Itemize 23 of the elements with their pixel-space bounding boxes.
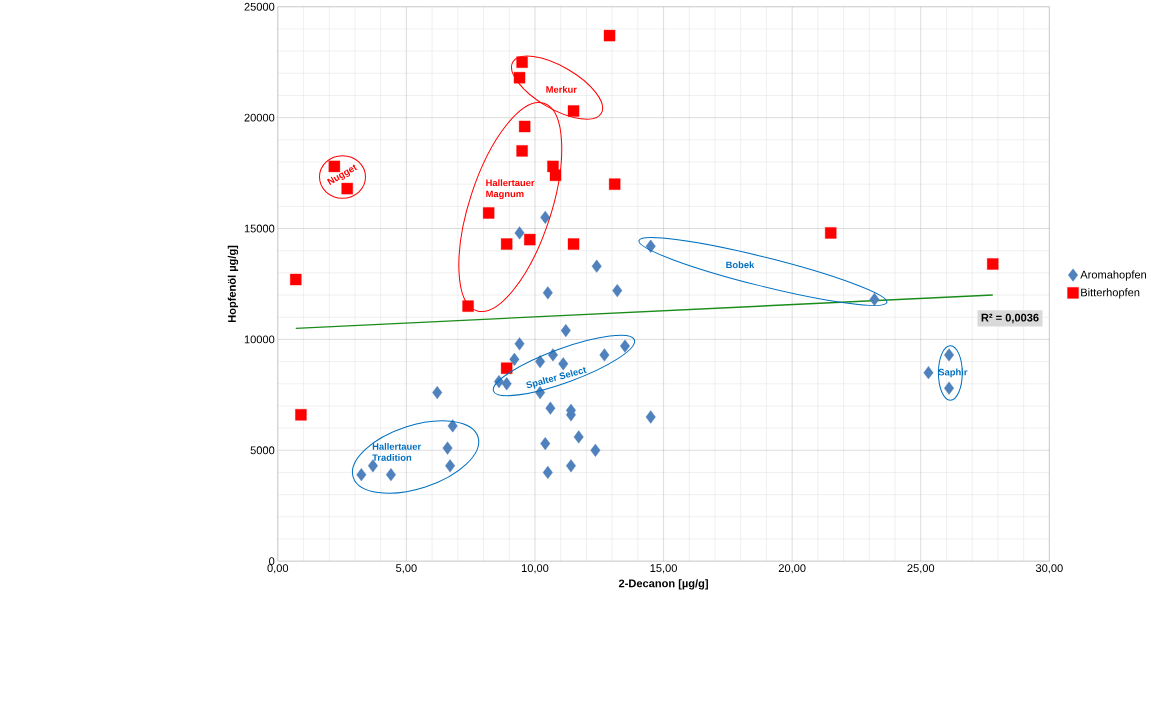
y-tick-label: 10000 (244, 335, 275, 344)
y-tick-label: 0 (269, 557, 275, 565)
x-tick-label: 25,00 (907, 563, 935, 574)
legend-label: Aromahopfen (1080, 270, 1147, 281)
y-tick-label: 20000 (244, 113, 275, 122)
x-tick-label: 5,00 (396, 563, 417, 574)
y-tick-label: 15000 (244, 224, 275, 233)
annotation: Hallertauer Magnum (486, 179, 535, 199)
y-tick-label: 5000 (250, 446, 275, 455)
x-tick-label: 10,00 (521, 563, 549, 574)
annotation: Merkur (546, 85, 577, 93)
x-axis-title: 2-Decanon [µg/g] (618, 578, 708, 590)
annotation: Hallertauer Tradition (372, 442, 421, 461)
x-tick-label: 20,00 (778, 563, 806, 574)
x-tick-label: 0,00 (267, 563, 289, 574)
annotation: Spalter Select (526, 366, 587, 389)
annotation: Bobek (726, 261, 755, 269)
x-tick-label: 15,00 (650, 563, 677, 574)
annotation: R² = 0,0036 (981, 313, 1039, 323)
y-axis-title: Hopfenöl µg/g] (227, 245, 239, 322)
x-tick-label: 30,00 (1035, 563, 1063, 574)
y-tick-label: 25000 (244, 2, 275, 11)
legend-label: Bitterhopfen (1081, 288, 1140, 299)
